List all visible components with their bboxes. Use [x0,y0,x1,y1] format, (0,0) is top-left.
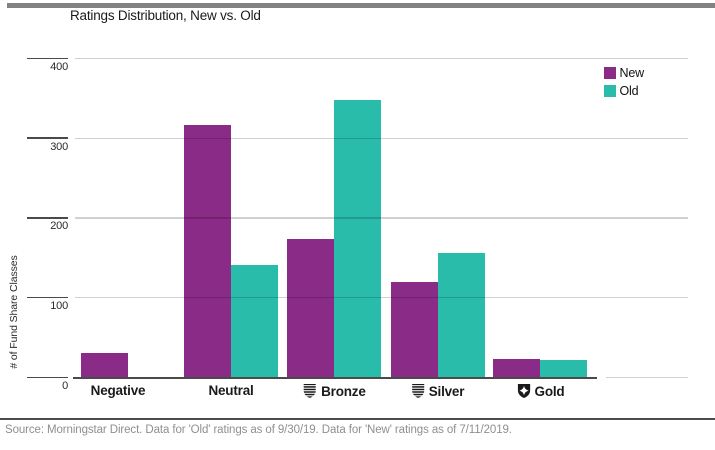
gridline [75,57,688,60]
y-tick-label: 200 [50,220,68,233]
bar-old-bronze [334,99,382,378]
bar-new-bronze [287,238,335,378]
y-tick-label: 0 [62,379,68,392]
gridline [75,297,688,299]
x-category-label-silver: Silver [411,383,465,399]
x-axis-line [73,377,597,379]
bar-chart-plot: 0 100 200 300 400 Negative Neutral Bronze Silver… [27,57,688,399]
bar-new-silver [390,281,438,378]
gridline [75,137,688,139]
legend-swatch-new [604,67,616,79]
x-category-label-text: Neutral [208,383,254,398]
legend-item-new: New [604,67,644,79]
x-category-label-text: Bronze [321,383,366,399]
y-tick-label: 300 [50,140,68,153]
shield-striped-icon [303,384,317,398]
y-tick-label: 100 [50,300,68,313]
legend-swatch-old [604,85,616,97]
y-axis-tick [27,57,68,60]
legend-item-old: Old [604,85,644,97]
gridline [75,217,688,219]
shield-star-icon [517,384,530,398]
bar-old-silver [437,252,485,378]
top-rule [7,3,715,8]
bar-new-gold [493,359,540,378]
legend-label: Old [619,84,639,98]
x-category-label-neutral: Neutral [208,383,253,398]
x-axis-gridline-extension [606,377,688,379]
bar-new-neutral [184,124,231,378]
source-note: Source: Morningstar Direct. Data for 'Ol… [5,424,512,436]
legend-label: New [619,66,645,80]
y-axis-tick [27,296,68,299]
shield-striped-icon [303,383,317,399]
shield-striped-icon [411,383,425,399]
chart-title: Ratings Distribution, New vs. Old [70,8,261,23]
x-category-label-text: Silver [428,383,465,399]
x-category-label-gold: Gold [517,383,565,399]
x-category-label-bronze: Bronze [303,383,366,399]
y-axis-tick [27,217,68,219]
bottom-rule [0,418,715,420]
bar-old-neutral [231,264,278,378]
shield-striped-icon [411,384,424,398]
x-category-label-text: Negative [90,383,146,398]
shield-star-icon [517,383,531,399]
chart-legend: New Old [604,67,644,103]
y-tick-label: 400 [50,60,68,73]
x-category-label-text: Gold [534,383,565,399]
y-axis-tick [27,137,68,139]
bar-new-negative [81,352,129,378]
bar-old-gold [540,359,587,378]
x-category-label-negative: Negative [91,383,146,398]
y-axis-tick [27,376,68,379]
